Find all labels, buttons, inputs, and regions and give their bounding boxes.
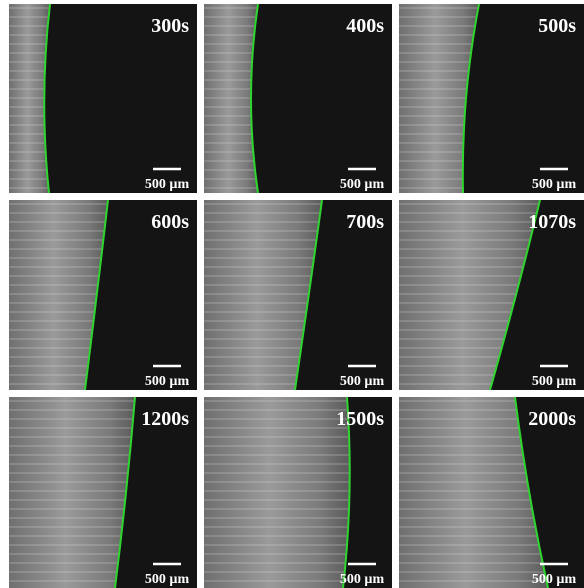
panel: 600s 500 µm — [9, 200, 197, 390]
scale-label: 500 µm — [340, 374, 385, 389]
time-label: 700s — [346, 211, 384, 233]
panel: 400s 500 µm — [204, 4, 392, 193]
panel: 2000s 500 µm — [399, 397, 584, 588]
scale-label: 500 µm — [532, 374, 577, 389]
scale-label: 500 µm — [145, 177, 190, 192]
panel: 300s 500 µm — [9, 4, 197, 193]
specimen-texture — [9, 397, 135, 588]
panel: 1070s 500 µm — [399, 200, 584, 390]
time-label: 600s — [151, 211, 189, 233]
scale-label: 500 µm — [145, 572, 190, 587]
time-label: 2000s — [528, 408, 576, 430]
time-label: 1500s — [336, 408, 384, 430]
panel: 1200s 500 µm — [9, 397, 197, 588]
time-label: 500s — [538, 15, 576, 37]
scale-label: 500 µm — [340, 177, 385, 192]
scale-label: 500 µm — [145, 374, 190, 389]
scale-label: 500 µm — [532, 572, 577, 587]
scale-label: 500 µm — [340, 572, 385, 587]
scale-label: 500 µm — [532, 177, 577, 192]
specimen-texture — [204, 4, 258, 193]
time-label: 400s — [346, 15, 384, 37]
time-label: 1200s — [141, 408, 189, 430]
time-label: 300s — [151, 15, 189, 37]
figure: 300s 500 µm 400s 500 µm 500s 500 µm 600s 500 µm… — [0, 0, 584, 588]
time-label: 1070s — [528, 211, 576, 233]
panel: 700s 500 µm — [204, 200, 392, 390]
specimen-texture — [204, 397, 350, 588]
panel: 500s 500 µm — [399, 4, 584, 193]
panel: 1500s 500 µm — [204, 397, 392, 588]
